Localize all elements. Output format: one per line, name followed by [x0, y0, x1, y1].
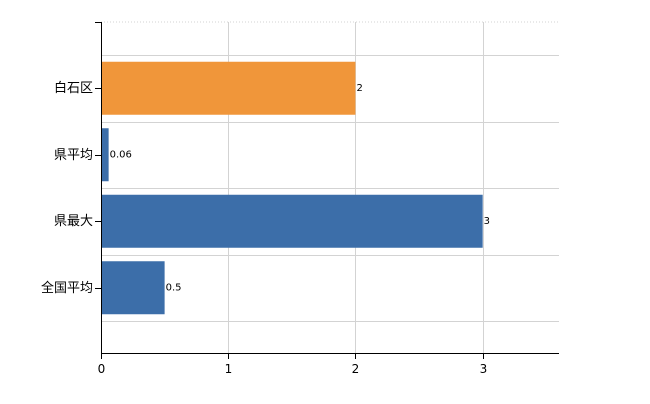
bar	[102, 194, 483, 248]
data-label: 0.06	[110, 149, 132, 160]
y-tick-label: 県平均	[54, 148, 93, 163]
grid-lines	[101, 21, 559, 353]
y-tick-label: 白石区	[54, 80, 93, 96]
x-tick-label: 1	[225, 362, 233, 376]
data-label: 2	[356, 83, 362, 94]
x-tick-label: 3	[480, 362, 488, 376]
x-tick-label: 0	[98, 362, 106, 376]
bars	[102, 61, 483, 315]
y-tick-label: 全国平均	[41, 280, 93, 296]
bar	[102, 61, 356, 115]
data-label: 0.5	[166, 282, 182, 293]
y-tick-label: 県最大	[54, 214, 93, 229]
bar	[102, 128, 109, 182]
data-label: 3	[484, 216, 490, 227]
data-labels: 2 0.06 3 0.5	[110, 83, 490, 294]
x-tick-label: 2	[352, 362, 360, 376]
bar	[102, 261, 165, 315]
